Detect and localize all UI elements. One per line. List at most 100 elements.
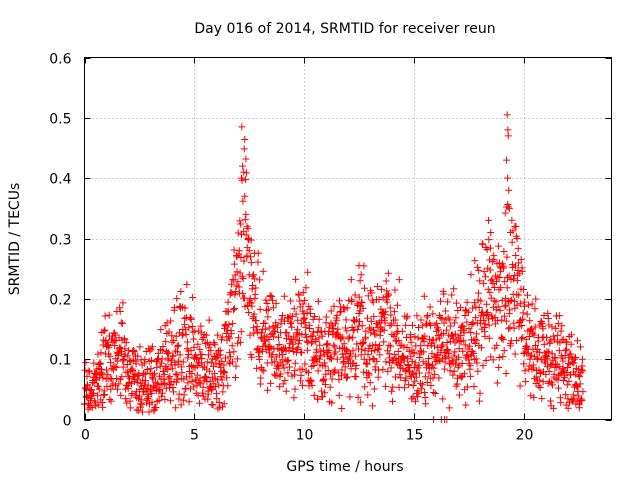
data-point [224, 333, 232, 341]
data-point [100, 391, 108, 399]
data-point [163, 348, 171, 356]
data-point [565, 354, 573, 362]
data-point [172, 378, 180, 386]
data-point [366, 379, 374, 387]
data-point [441, 358, 449, 366]
data-point [135, 392, 143, 400]
data-point [162, 338, 170, 346]
data-point [162, 363, 170, 371]
data-point [543, 347, 551, 355]
data-point [518, 267, 526, 275]
data-point [159, 342, 167, 350]
data-point [292, 335, 300, 343]
data-point [113, 374, 121, 382]
data-point [358, 322, 366, 330]
data-point [439, 341, 447, 349]
data-point [214, 331, 222, 339]
data-point [158, 392, 166, 400]
data-point [361, 383, 369, 391]
data-point [195, 379, 203, 387]
data-point [126, 357, 134, 365]
data-point [325, 327, 333, 335]
data-point [238, 273, 246, 281]
data-point [107, 358, 115, 366]
data-point [293, 326, 301, 334]
data-point [394, 348, 402, 356]
data-point [231, 373, 239, 381]
data-point [506, 324, 514, 332]
data-point [188, 377, 196, 385]
data-point [555, 384, 563, 392]
data-point [337, 335, 345, 343]
data-point [492, 278, 500, 286]
data-point [179, 358, 187, 366]
data-point [284, 356, 292, 364]
data-point [182, 384, 190, 392]
data-point [152, 403, 160, 411]
data-point [354, 326, 362, 334]
data-point [94, 401, 102, 409]
y-tick-label: 0.4 [49, 172, 71, 188]
data-point [504, 174, 512, 182]
data-point [444, 298, 452, 306]
data-point [531, 305, 539, 313]
data-point [248, 353, 256, 361]
data-point [495, 354, 503, 362]
data-point [166, 397, 174, 405]
data-point [311, 313, 319, 321]
data-point [388, 387, 396, 395]
data-point [503, 156, 511, 164]
data-point [184, 379, 192, 387]
data-point [153, 364, 161, 372]
data-point [117, 319, 125, 327]
data-point [309, 328, 317, 336]
data-point [96, 359, 104, 367]
data-point [295, 336, 303, 344]
data-point [446, 367, 454, 375]
data-point [99, 374, 107, 382]
data-point [306, 325, 314, 333]
data-point [118, 319, 126, 327]
data-point [536, 348, 544, 356]
data-point [391, 316, 399, 324]
data-point [508, 238, 516, 246]
data-point [260, 367, 268, 375]
data-point [573, 337, 581, 345]
data-point [148, 389, 156, 397]
data-point [362, 333, 370, 341]
data-point [494, 242, 502, 250]
data-point [111, 341, 119, 349]
data-point [513, 336, 521, 344]
data-point [320, 359, 328, 367]
data-point [187, 314, 195, 322]
data-point [219, 388, 227, 396]
data-point [284, 369, 292, 377]
axis-ticks [84, 57, 612, 421]
data-point [384, 290, 392, 298]
data-point [435, 326, 443, 334]
data-point [460, 329, 468, 337]
data-point [333, 355, 341, 363]
data-point [126, 397, 134, 405]
data-point [246, 331, 254, 339]
data-point [430, 342, 438, 350]
data-point [81, 366, 89, 374]
data-point [537, 356, 545, 364]
data-point [514, 259, 522, 267]
y-axis-label: SRMTID / TECUs [7, 183, 23, 296]
data-point [245, 247, 253, 255]
data-point [220, 400, 228, 408]
data-point [490, 256, 498, 264]
data-point [297, 371, 305, 379]
data-point [505, 186, 513, 194]
data-point [173, 371, 181, 379]
data-point [480, 268, 488, 276]
data-point [387, 364, 395, 372]
data-point [574, 392, 582, 400]
data-point [386, 304, 394, 312]
data-point [157, 326, 165, 334]
data-point [387, 320, 395, 328]
data-point [446, 316, 454, 324]
data-point [463, 318, 471, 326]
data-point [348, 298, 356, 306]
